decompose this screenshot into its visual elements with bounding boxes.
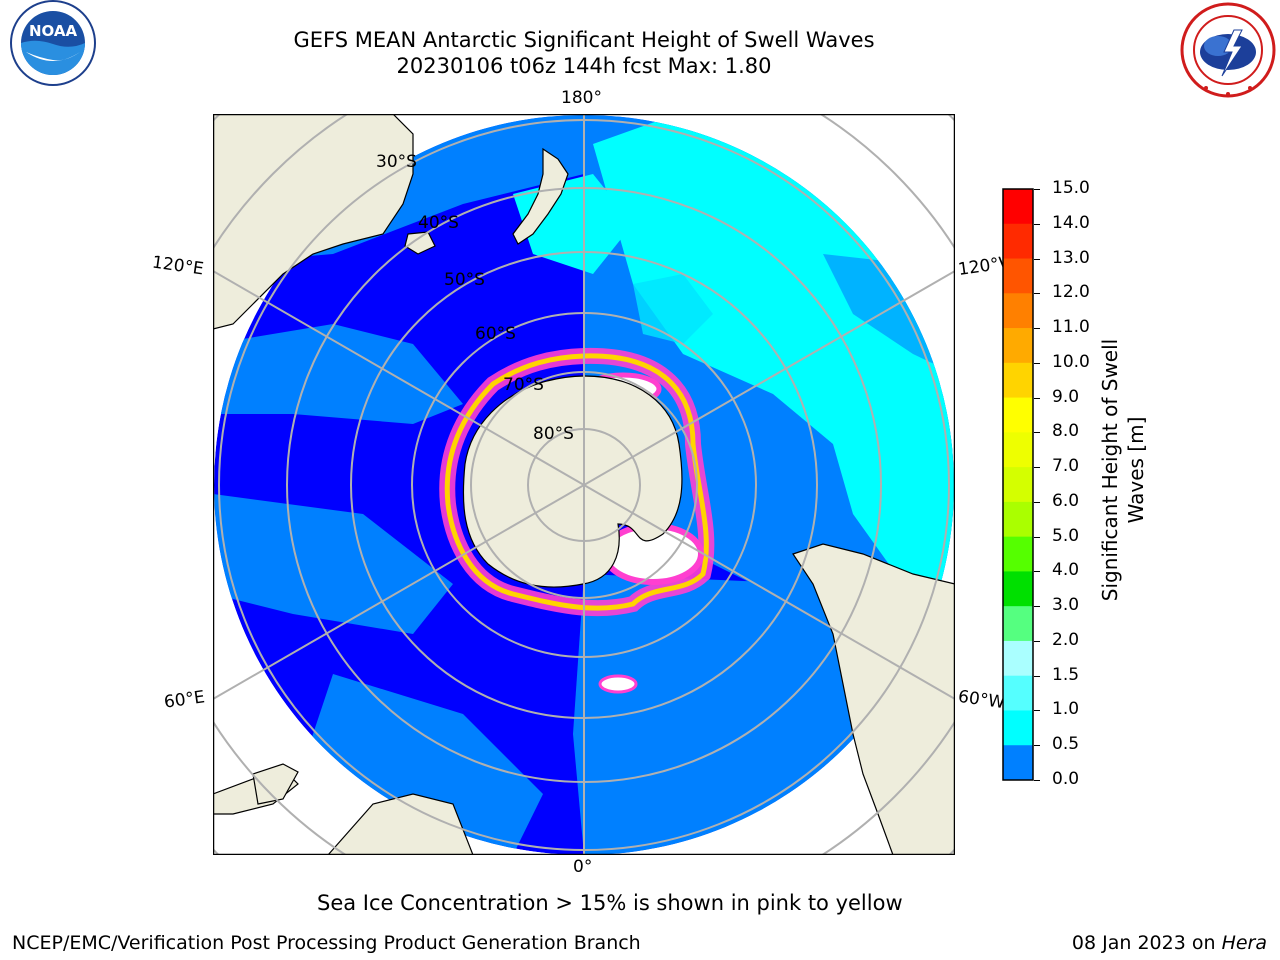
colorbar-segment: [1003, 571, 1033, 607]
colorbar-label-line1: Significant Height of Swell: [1098, 338, 1122, 602]
footer-date-text: 08 Jan 2023 on: [1071, 932, 1222, 954]
colorbar-segment: [1003, 362, 1033, 399]
lat-label-50s: 50°S: [444, 270, 485, 290]
colorbar-tick-mark: [1034, 536, 1040, 538]
colorbar-tick-label: 1.5: [1052, 664, 1080, 685]
colorbar-segment: [1003, 675, 1033, 711]
colorbar-tick-mark: [1034, 328, 1040, 330]
colorbar-label-line2: Waves [m]: [1124, 416, 1148, 524]
lon-label-lower-left: 60°E: [162, 687, 207, 713]
colorbar-tick-label: 10.0: [1052, 351, 1090, 372]
lon-label-lower-right: 60°W: [956, 686, 1007, 714]
colorbar-tick-label: 11.0: [1052, 317, 1090, 338]
colorbar-tick-mark: [1034, 467, 1040, 469]
colorbar-tick-mark: [1034, 780, 1040, 781]
graticule: [213, 114, 955, 855]
colorbar-tick-label: 3.0: [1052, 595, 1080, 616]
chart-subtitle: 20230106 t06z 144h fcst Max: 1.80: [396, 54, 772, 78]
chart-title: GEFS MEAN Antarctic Significant Height o…: [293, 28, 875, 52]
colorbar-segment: [1003, 467, 1033, 503]
colorbar-segment: [1003, 432, 1033, 468]
colorbar-tick-label: 0.0: [1052, 769, 1080, 789]
footer-source: NCEP/EMC/Verification Post Processing Pr…: [12, 932, 641, 954]
colorbar-tick-label: 1.0: [1052, 699, 1080, 720]
colorbar-tick-label: 2.0: [1052, 629, 1080, 650]
lon-label-top: 180°: [561, 88, 602, 108]
colorbar-tick-label: 6.0: [1052, 490, 1080, 511]
colorbar-tick-mark: [1034, 362, 1040, 364]
colorbar-tick-mark: [1034, 432, 1040, 434]
colorbar-tick-mark: [1034, 745, 1040, 747]
lat-label-70s: 70°S: [503, 375, 544, 395]
landmasses: [213, 114, 955, 855]
noaa-logo-text: NOAA: [29, 22, 78, 40]
colorbar-tick-mark: [1034, 606, 1040, 608]
lat-label-80s: 80°S: [533, 424, 574, 444]
colorbar-tick-mark: [1034, 189, 1040, 190]
colorbar-tick-mark: [1034, 397, 1040, 399]
colorbar-segment: [1003, 258, 1033, 294]
colorbar-tick-mark: [1034, 258, 1040, 260]
colorbar-segment: [1003, 640, 1033, 677]
colorbar-tick-label: 8.0: [1052, 421, 1080, 442]
colorbar-segment: [1003, 293, 1033, 329]
colorbar-tick-mark: [1034, 293, 1040, 295]
lon-label-upper-left: 120°E: [150, 252, 205, 280]
colorbar-segment: [1003, 223, 1033, 260]
lat-label-30s: 30°S: [376, 152, 417, 172]
map-frame: [213, 114, 955, 855]
colorbar-tick-label: 4.0: [1052, 560, 1080, 581]
sea-ice-note: Sea Ice Concentration > 15% is shown in …: [317, 891, 903, 915]
colorbar-segment: [1003, 606, 1033, 642]
footer-machine: Hera: [1221, 932, 1267, 954]
lat-label-40s: 40°S: [418, 213, 459, 233]
polar-map: [213, 114, 955, 855]
colorbar-segment: [1003, 745, 1033, 781]
colorbar-segment: [1003, 189, 1033, 225]
lat-label-60s: 60°S: [475, 324, 516, 344]
noaa-logo: NOAA: [10, 0, 96, 86]
colorbar-segment: [1003, 536, 1033, 572]
colorbar-tick-mark: [1034, 640, 1040, 642]
colorbar-tick-mark: [1034, 501, 1040, 503]
colorbar-segment: [1003, 397, 1033, 433]
colorbar-tick-label: 0.5: [1052, 734, 1080, 755]
colorbar-segment: [1003, 328, 1033, 364]
colorbar-tick-mark: [1034, 571, 1040, 573]
colorbar-tick-label: 15.0: [1052, 178, 1090, 198]
colorbar-tick-label: 9.0: [1052, 386, 1080, 407]
colorbar-tick-label: 13.0: [1052, 247, 1090, 268]
colorbar-tick-mark: [1034, 710, 1040, 712]
colorbar-segment: [1003, 710, 1033, 746]
footer-date: 08 Jan 2023 on Hera: [1072, 932, 1267, 954]
nws-logo: [1180, 2, 1276, 98]
colorbar-segment: [1003, 501, 1033, 538]
colorbar-tick-label: 12.0: [1052, 282, 1090, 303]
colorbar-tick-mark: [1034, 675, 1040, 677]
colorbar-tick-label: 5.0: [1052, 525, 1080, 546]
colorbar-tick-label: 14.0: [1052, 212, 1090, 233]
lon-label-bottom: 0°: [573, 857, 593, 877]
colorbar-tick-label: 7.0: [1052, 456, 1080, 477]
colorbar-tick-mark: [1034, 223, 1040, 225]
colorbar: [1002, 188, 1034, 781]
